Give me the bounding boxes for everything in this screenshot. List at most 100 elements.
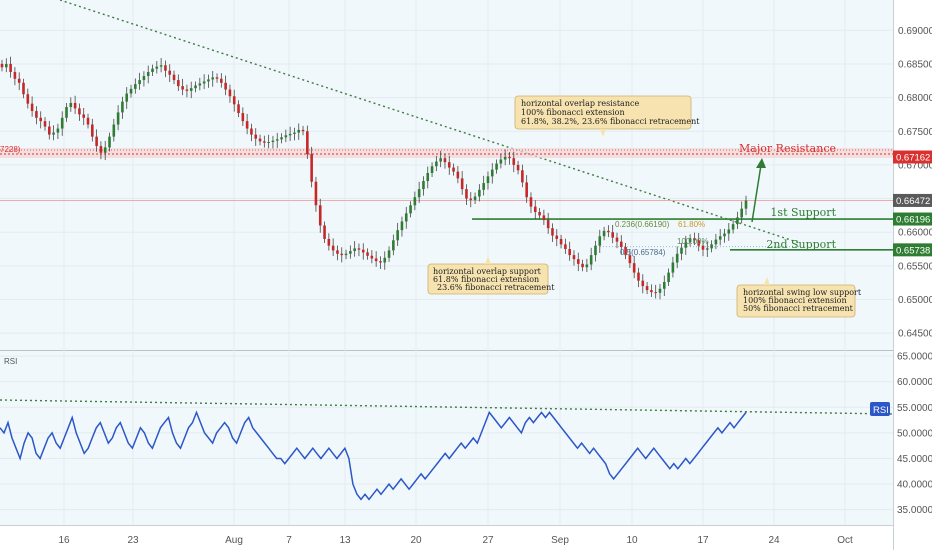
- candle-body: [439, 158, 442, 162]
- candle-body: [108, 136, 111, 148]
- first-support-label: 1st Support: [770, 206, 836, 219]
- candle-body: [503, 156, 507, 160]
- candle-body: [284, 135, 288, 138]
- candle-body: [740, 208, 743, 218]
- candle-body: [361, 249, 365, 253]
- candle-body: [60, 117, 64, 129]
- candle-body: [327, 238, 331, 246]
- price-tick-label: 0.67000: [898, 160, 932, 171]
- candle-body: [417, 189, 421, 198]
- rsi-tick-label: 65.0000: [897, 352, 932, 363]
- rsi-tick-label: 55.0000: [897, 403, 932, 414]
- major-resistance-price-badge: 0.67162: [893, 150, 932, 164]
- candle-body: [564, 244, 567, 250]
- time-tick-label: 23: [127, 535, 139, 546]
- candle-body: [91, 124, 94, 137]
- candle-body: [138, 80, 141, 85]
- rsi-badge: RSI: [870, 402, 890, 416]
- candle-body: [323, 225, 326, 239]
- rsi-tick-label: 45.0000: [897, 454, 932, 465]
- annotation-resistance-line-1: horizontal overlap resistance: [521, 99, 639, 108]
- candle-body: [366, 252, 369, 256]
- price-tick-label: 0.66000: [898, 228, 932, 239]
- rsi-panel-label: RSI: [4, 357, 17, 366]
- candle-body: [542, 215, 546, 221]
- candle-body: [546, 220, 550, 229]
- candle-body: [701, 245, 705, 250]
- fib-100-label: 100.00%: [677, 237, 709, 246]
- candle-body: [129, 88, 133, 94]
- candle-body: [310, 154, 313, 182]
- time-tick-label: 17: [697, 535, 709, 546]
- candle-body: [533, 206, 537, 213]
- candle-body: [228, 89, 232, 97]
- price-tick-label: 0.67500: [898, 127, 932, 138]
- rsi-tick-label: 60.0000: [897, 377, 932, 388]
- candle-body: [551, 228, 554, 236]
- candle-body: [705, 248, 709, 250]
- candle-body: [435, 161, 438, 167]
- candle-body: [482, 183, 485, 190]
- major-resistance-zone: [0, 148, 893, 158]
- first-support-price: 0.66196: [896, 215, 930, 226]
- candle-body: [667, 272, 670, 283]
- candle-body: [202, 81, 206, 84]
- candle-body: [48, 126, 51, 135]
- candle-body: [637, 272, 640, 281]
- candle-body: [112, 124, 116, 137]
- candle-body: [710, 244, 713, 249]
- annotation-resistance-line-3: 61.8%, 38.2%, 23.6% fibonacci retracemen…: [521, 117, 700, 126]
- candle-body: [374, 258, 378, 262]
- annotation-second-support-line-3: 50% fibonacci retracement: [743, 304, 854, 313]
- second-support-label: 2nd Support: [766, 238, 836, 251]
- candle-body: [263, 141, 266, 143]
- candle-body: [237, 104, 240, 114]
- price-tick-label: 0.64500: [898, 329, 932, 340]
- candle-body: [30, 103, 34, 112]
- candle-body: [662, 282, 666, 289]
- candle-body: [232, 96, 236, 105]
- candle-body: [241, 113, 245, 122]
- candle-body: [727, 229, 731, 234]
- price-tick-label: 0.69000: [898, 26, 932, 37]
- candles: [0, 56, 748, 300]
- candle-body: [413, 197, 417, 206]
- candle-body: [400, 221, 404, 231]
- candle-body: [340, 253, 344, 256]
- candle-body: [95, 136, 98, 147]
- candle-body: [353, 248, 356, 252]
- candle-body: [456, 171, 460, 179]
- candle-body: [125, 93, 129, 102]
- candle-body: [495, 163, 498, 170]
- candle-body: [486, 176, 490, 184]
- candle-body: [82, 114, 86, 118]
- time-axis-ticks: 16 23 Aug 7 13 20 27 Sep 10 17 24 Oct: [58, 535, 853, 546]
- candle-body: [314, 181, 318, 206]
- candle-body: [632, 263, 636, 273]
- candle-body: [693, 238, 696, 241]
- rsi-tick-label: 35.0000: [897, 505, 932, 516]
- candle-body: [17, 78, 21, 83]
- candle-body: [5, 63, 8, 68]
- candle-body: [215, 77, 219, 79]
- annotation-first-support: horizontal overlap support 61.8% fibonac…: [427, 256, 555, 295]
- candle-body: [744, 200, 748, 209]
- time-tick-label: Aug: [225, 535, 243, 546]
- candle-body: [512, 158, 516, 165]
- annotation-resistance: horizontal overlap resistance 100% fibon…: [514, 95, 700, 137]
- candle-body: [602, 230, 606, 237]
- candle-body: [224, 82, 227, 90]
- candle-body: [181, 86, 184, 90]
- candle-body: [258, 138, 262, 142]
- candle-body: [576, 259, 580, 264]
- candle-body: [490, 169, 494, 177]
- rsi-trendline: [0, 399, 894, 415]
- candle-body: [207, 79, 210, 82]
- candle-body: [671, 262, 675, 273]
- candle-body: [641, 280, 645, 287]
- annotation-first-support-line-1: horizontal overlap support: [433, 267, 542, 276]
- candle-body: [568, 249, 571, 256]
- candle-body: [318, 205, 322, 226]
- price-tick-label: 0.68000: [898, 93, 932, 104]
